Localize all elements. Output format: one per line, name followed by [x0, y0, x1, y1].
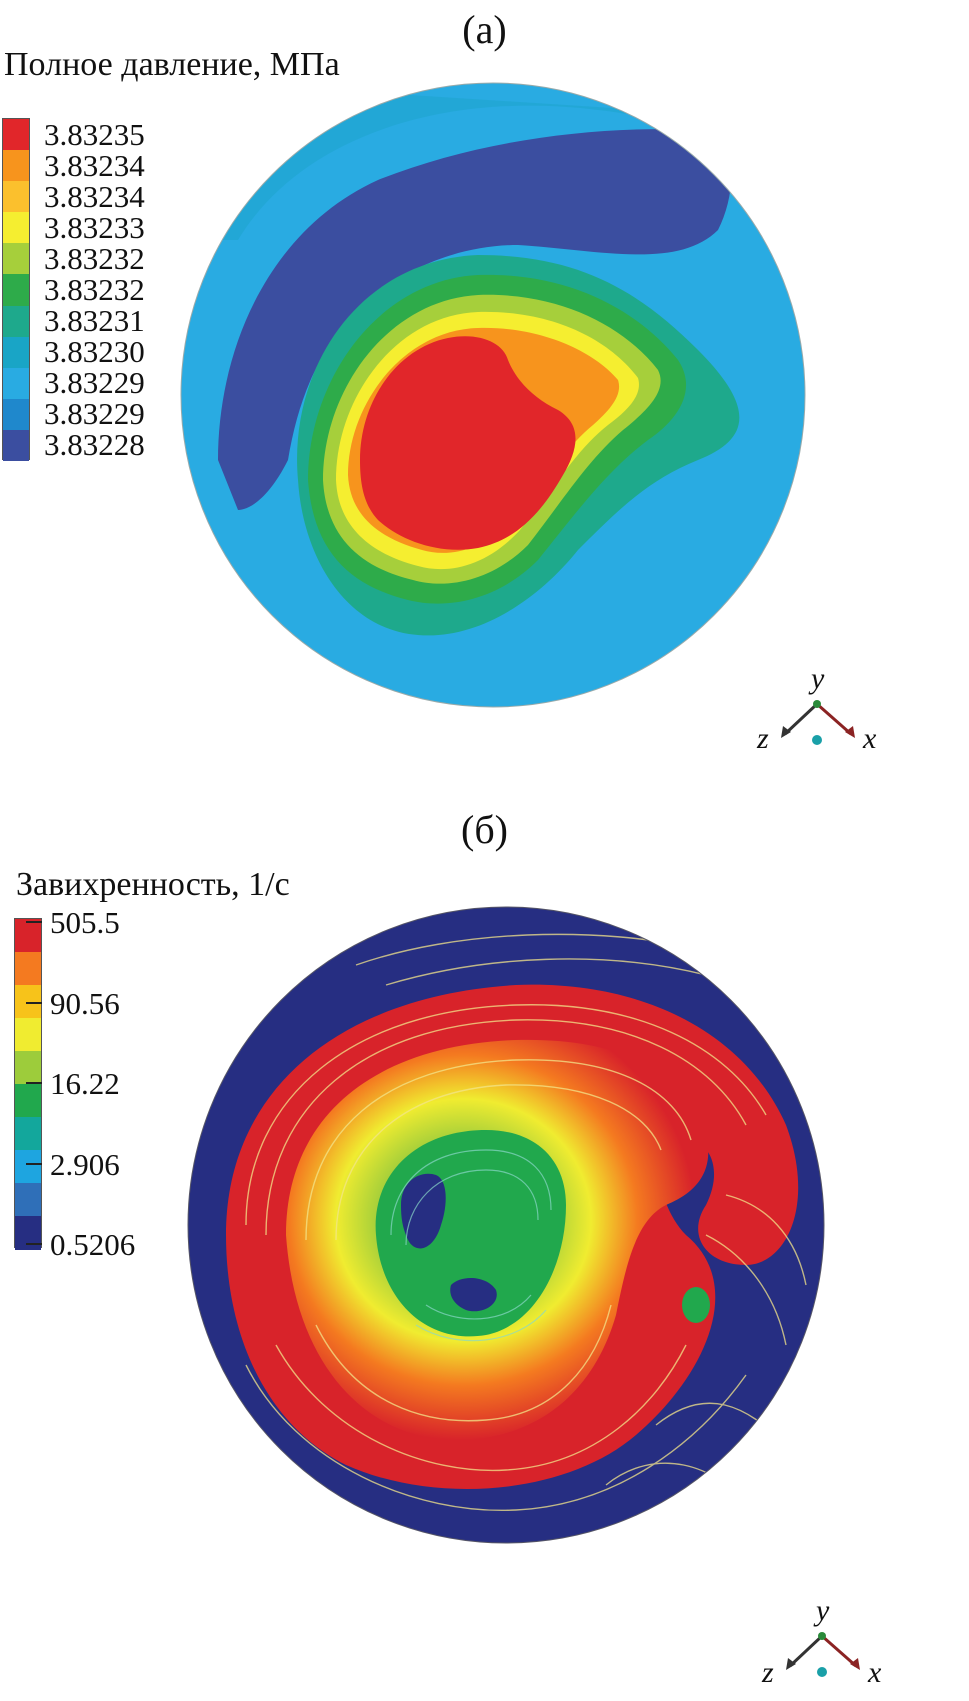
- colorbar-a-cell: [3, 150, 29, 182]
- axis-a-y: y: [808, 662, 825, 695]
- axis-a-x: x: [862, 722, 877, 755]
- colorbar-a-tick-label: 3.83234: [44, 147, 145, 183]
- colorbar-b-cell: [15, 1183, 41, 1217]
- colorbar-a-cell: [3, 336, 29, 369]
- panel-a-legend-title: Полное давление, МПа: [4, 46, 340, 83]
- colorbar-a-tick-label: 3.83230: [44, 334, 145, 370]
- colorbar-b-cell: [15, 1117, 41, 1151]
- colorbar-b-tick-label: 2.906: [50, 1146, 120, 1182]
- colorbar-b-cell: [15, 1084, 41, 1118]
- panel-a-axis-triad: y z x: [756, 662, 877, 755]
- colorbar-a-tick-label: 3.83231: [44, 303, 145, 339]
- colorbar-b-tick-mark: [26, 1243, 42, 1245]
- colorbar-a-tick-label: 3.83229: [44, 365, 145, 401]
- colorbar-b-cell: [15, 1150, 41, 1184]
- colorbar-b-tick-label: 0.5206: [50, 1227, 136, 1262]
- panel-a-colorbar: [2, 118, 30, 462]
- colorbar-a-tick-label: 3.83228: [44, 427, 145, 463]
- colorbar-a-cell: [3, 119, 29, 151]
- colorbar-a-cell: [3, 274, 29, 307]
- colorbar-a-cell: [3, 429, 29, 462]
- axis-b-y: y: [813, 1594, 830, 1627]
- colorbar-a-tick-label: 3.83232: [44, 272, 145, 307]
- colorbar-b-tick-mark: [26, 1082, 42, 1084]
- panel-a-label: (а): [462, 7, 507, 52]
- colorbar-b-cell: [15, 952, 41, 986]
- panel-b-vorticity-map: [187, 906, 825, 1544]
- colorbar-a-tick-label: 3.83229: [44, 396, 145, 432]
- colorbar-a-tick-label: 3.83235: [44, 116, 145, 152]
- colorbar-b-tick-label: 90.56: [50, 985, 120, 1021]
- colorbar-b-tick-mark: [26, 1001, 42, 1004]
- colorbar-a-cell: [3, 305, 29, 338]
- colorbar-b-tick-mark: [26, 1162, 42, 1165]
- colorbar-b-tick-label: 16.22: [50, 1066, 120, 1101]
- colorbar-a-cell: [3, 212, 29, 244]
- colorbar-b-tick-label: 505.5: [50, 905, 120, 940]
- colorbar-a-tick-label: 3.83234: [44, 178, 145, 214]
- colorbar-b-cell: [15, 919, 41, 953]
- panel-b-legend-title: Завихренность, 1/с: [16, 866, 290, 903]
- panel-a-pressure-map: [180, 82, 806, 708]
- colorbar-a-tick-label: 3.83233: [44, 209, 145, 245]
- panel-b-axis-triad: y z x: [761, 1594, 882, 1689]
- colorbar-b-tick-mark: [26, 921, 42, 923]
- panel-b-label: (б): [461, 807, 508, 852]
- colorbar-a-cell: [3, 243, 29, 275]
- axis-b-x: x: [867, 1656, 882, 1689]
- axis-b-z: z: [761, 1656, 774, 1689]
- colorbar-a-cell: [3, 398, 29, 431]
- colorbar-a-cell: [3, 367, 29, 400]
- axis-a-z: z: [756, 722, 769, 755]
- colorbar-b-cell: [15, 1051, 41, 1085]
- colorbar-b-cell: [15, 1018, 41, 1052]
- colorbar-a-tick-label: 3.83232: [44, 240, 145, 276]
- colorbar-a-cell: [3, 181, 29, 213]
